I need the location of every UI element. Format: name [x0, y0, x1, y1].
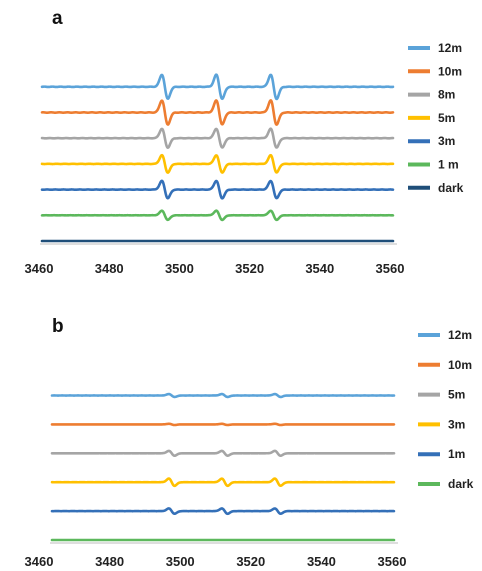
legend: 12m 10m 5m 3m 1m dark	[418, 328, 474, 491]
panel-label: b	[52, 316, 64, 337]
x-tick-label: 3500	[165, 261, 194, 276]
panel-label: a	[52, 8, 63, 29]
series-line-12m	[40, 73, 395, 101]
series-line-5m	[50, 449, 396, 458]
series-line-8m	[40, 127, 395, 149]
series-line-1m	[40, 209, 395, 222]
x-tick-label: 3520	[236, 554, 265, 569]
x-tick-label: 3520	[235, 261, 264, 276]
x-tick-label: 3560	[378, 554, 407, 569]
legend: 12m 10m 8m 5m 3m 1 m dark	[408, 41, 464, 195]
legend-label: 12m	[438, 41, 462, 55]
x-tick-label: 3540	[307, 554, 336, 569]
panel-a: a 3460 3480 3500 3520 3540 3560 12m 10m 8m 5m 3m 1 m…	[25, 8, 464, 276]
series-line-1m	[50, 507, 396, 516]
legend-label: 8m	[438, 88, 455, 102]
legend-label: 1 m	[438, 158, 459, 172]
x-tick-label: 3560	[376, 261, 405, 276]
x-tick-label: 3540	[305, 261, 334, 276]
series-line-5m	[40, 153, 395, 174]
legend-label: 1m	[448, 447, 465, 461]
legend-label: dark	[448, 477, 474, 491]
legend-label: 10m	[448, 358, 472, 372]
legend-label: 10m	[438, 64, 462, 78]
series-line-3m	[50, 477, 396, 488]
series-line-3m	[40, 179, 395, 200]
legend-label: dark	[438, 181, 464, 195]
legend-label: 5m	[438, 111, 455, 125]
legend-label: 3m	[448, 417, 465, 431]
x-tick-label: 3460	[25, 554, 54, 569]
legend-label: 5m	[448, 388, 465, 402]
x-tick-label: 3480	[95, 261, 124, 276]
legend-label: 3m	[438, 134, 455, 148]
x-tick-label: 3500	[166, 554, 195, 569]
x-tick-label: 3480	[95, 554, 124, 569]
panel-b: b 3460 3480 3500 3520 3540 3560 12m 10m 5m 3m 1m dar…	[25, 316, 474, 569]
legend-label: 12m	[448, 328, 472, 342]
series-line-10m	[40, 99, 395, 126]
series-line-10m	[50, 422, 396, 427]
series-line-12m	[50, 392, 396, 399]
x-tick-label: 3460	[25, 261, 54, 276]
